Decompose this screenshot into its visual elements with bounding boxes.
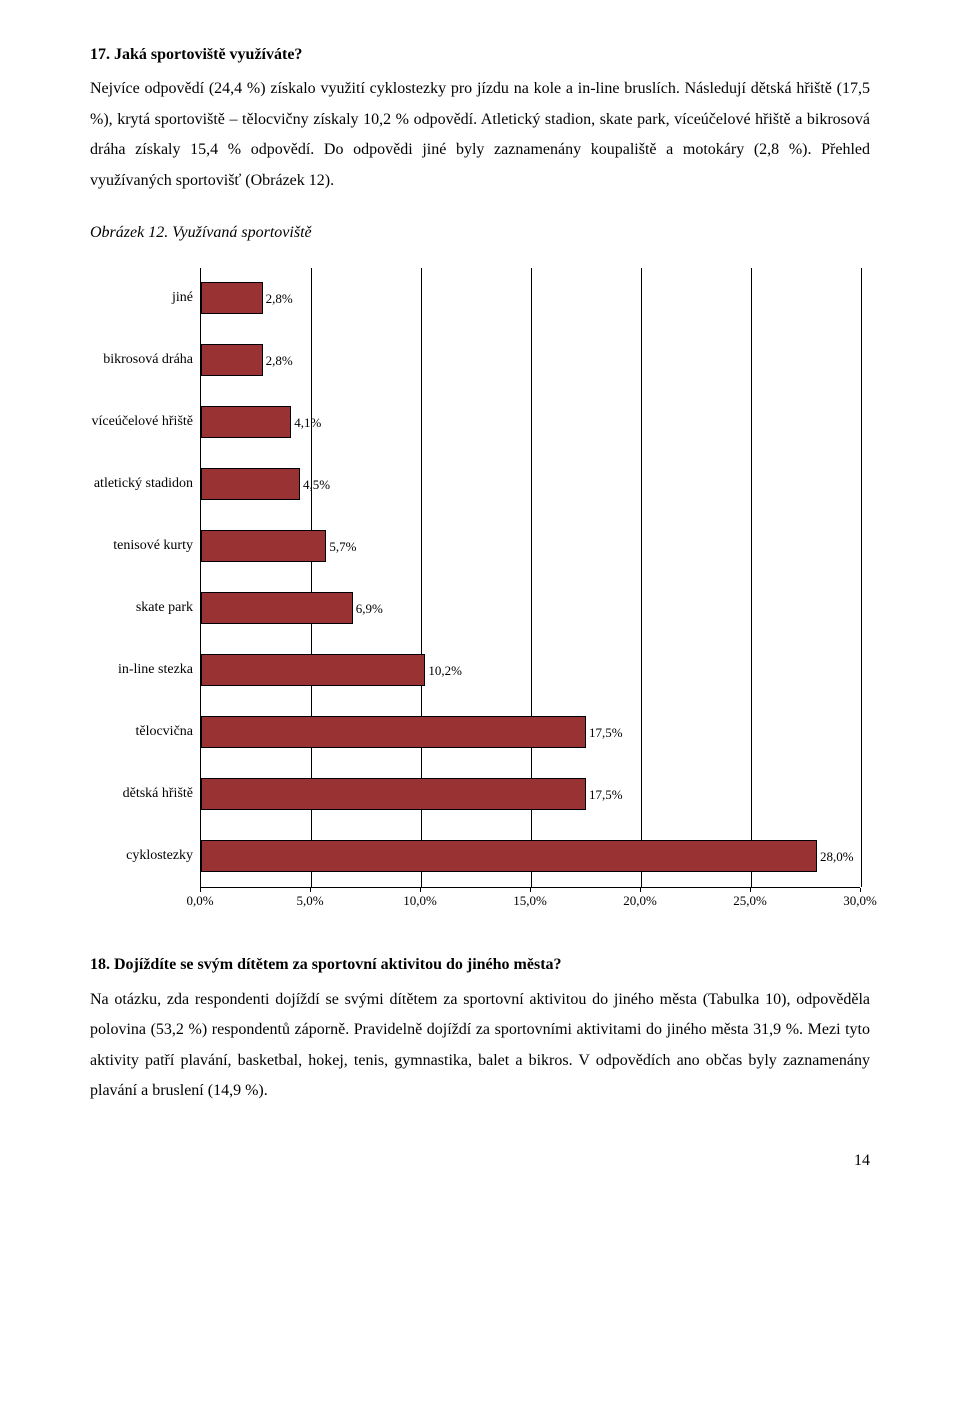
chart-bar: 6,9% — [201, 592, 353, 624]
chart-category-label: atletický stadidon — [94, 477, 201, 491]
chart-bar-row: jiné2,8% — [201, 282, 263, 314]
chart-bar-value-label: 2,8% — [262, 292, 293, 305]
chart-x-tick-label: 5,0% — [296, 888, 323, 907]
chart-category-label: tělocvična — [135, 725, 201, 739]
chart-category-label: in-line stezka — [118, 663, 201, 677]
chart-bar: 17,5% — [201, 778, 586, 810]
chart-x-tick-label: 10,0% — [403, 888, 437, 907]
chart-bar-value-label: 17,5% — [585, 788, 623, 801]
chart-bar-value-label: 10,2% — [424, 664, 462, 677]
chart-bar-value-label: 6,9% — [352, 602, 383, 615]
chart-bar-value-label: 4,1% — [290, 416, 321, 429]
chart-caption: Obrázek 12. Využívaná sportoviště — [90, 218, 870, 248]
chart-x-tick-label: 15,0% — [513, 888, 547, 907]
chart-gridline — [861, 268, 862, 887]
chart-gridline — [641, 268, 642, 887]
chart-bar: 4,1% — [201, 406, 291, 438]
chart-bar: 10,2% — [201, 654, 425, 686]
chart-bar-value-label: 2,8% — [262, 354, 293, 367]
chart-x-axis: 0,0%5,0%10,0%15,0%20,0%25,0%30,0% — [200, 888, 860, 910]
chart-gridline — [751, 268, 752, 887]
chart-category-label: dětská hřiště — [123, 787, 201, 801]
chart-bar-row: in-line stezka10,2% — [201, 654, 425, 686]
chart-x-tick-label: 25,0% — [733, 888, 767, 907]
chart-bar-value-label: 28,0% — [816, 850, 854, 863]
chart-category-label: bikrosová dráha — [103, 353, 201, 367]
chart-x-tick-label: 0,0% — [186, 888, 213, 907]
chart-bar-value-label: 4,5% — [299, 478, 330, 491]
chart-bar: 5,7% — [201, 530, 326, 562]
chart-bar-row: tenisové kurty5,7% — [201, 530, 326, 562]
chart-bar-value-label: 5,7% — [325, 540, 356, 553]
chart-category-label: víceúčelové hřiště — [92, 415, 201, 429]
chart-category-label: jiné — [172, 291, 201, 305]
chart-category-label: skate park — [136, 601, 201, 615]
chart-bar-row: atletický stadidon4,5% — [201, 468, 300, 500]
q18-paragraph: Na otázku, zda respondenti dojíždí se sv… — [90, 985, 870, 1107]
chart-category-label: cyklostezky — [126, 849, 201, 863]
q17-heading: 17. Jaká sportoviště využíváte? — [90, 40, 870, 70]
chart-bar: 4,5% — [201, 468, 300, 500]
page-number: 14 — [90, 1146, 870, 1176]
chart-bar-row: víceúčelové hřiště4,1% — [201, 406, 291, 438]
chart-bar-row: skate park6,9% — [201, 592, 353, 624]
chart-bar-row: bikrosová dráha2,8% — [201, 344, 263, 376]
chart-x-tick-label: 20,0% — [623, 888, 657, 907]
chart-category-label: tenisové kurty — [113, 539, 201, 553]
chart-bar: 17,5% — [201, 716, 586, 748]
chart-plot-area: jiné2,8% bikrosová dráha2,8% víceúčelové h… — [200, 268, 860, 888]
chart-bar-value-label: 17,5% — [585, 726, 623, 739]
chart-x-tick-label: 30,0% — [843, 888, 877, 907]
chart-bar: 28,0% — [201, 840, 817, 872]
chart-bar: 2,8% — [201, 282, 263, 314]
chart-container: jiné2,8%bikrosová dráha2,8%víceúčelové h… — [90, 268, 870, 910]
q17-paragraph: Nejvíce odpovědí (24,4 %) získalo využit… — [90, 74, 870, 196]
chart-bar-row: dětská hřiště17,5% — [201, 778, 586, 810]
q18-heading: 18. Dojíždíte se svým dítětem za sportov… — [90, 950, 870, 980]
chart-bar: 2,8% — [201, 344, 263, 376]
chart-bar-row: tělocvična17,5% — [201, 716, 586, 748]
chart-bar-row: cyklostezky28,0% — [201, 840, 817, 872]
